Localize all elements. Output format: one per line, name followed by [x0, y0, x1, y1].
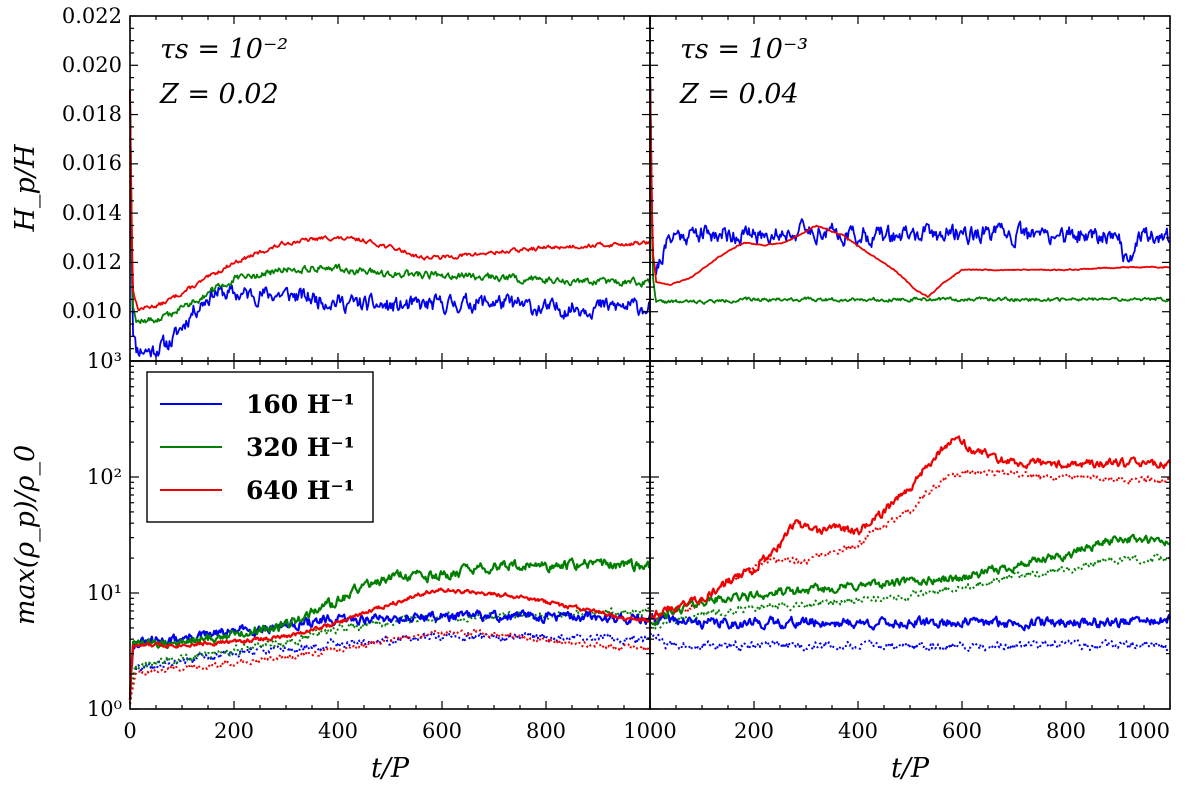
- xtick-label: 600: [942, 719, 982, 743]
- x-axis-label-right: t/P: [891, 753, 930, 784]
- ytick-top-label: 0.020: [62, 53, 122, 77]
- y-axis-label-bottom: max(ρ_p)/ρ_0: [10, 445, 41, 625]
- annotation-z-right: Z = 0.04: [679, 79, 799, 110]
- series-line-top-right: [649, 65, 1171, 276]
- xtick-label: 400: [838, 719, 878, 743]
- series-line-bottom-left: [128, 557, 652, 700]
- legend-label-160: 160 H⁻¹: [246, 390, 355, 419]
- series-line-bottom-right: [649, 612, 1172, 632]
- ytick-bottom-label: 10⁰: [87, 697, 122, 721]
- ytick-top-label: 0.012: [62, 250, 122, 274]
- x-axis-label-left: t/P: [371, 753, 410, 784]
- ytick-top-label: 0.014: [62, 201, 122, 225]
- ytick-top-label: 0.018: [62, 102, 122, 126]
- annotation-tau-right: τs = 10⁻³: [680, 34, 808, 65]
- ytick-bottom-label: 10²: [87, 465, 122, 489]
- y-axis-label-top: H_p/H: [10, 144, 41, 232]
- series-line-bottom-left: [129, 631, 651, 705]
- series-line-top-left: [129, 89, 651, 312]
- ytick-top-label: 10³: [87, 349, 122, 373]
- legend: 160 H⁻¹ 320 H⁻¹ 640 H⁻¹: [146, 371, 374, 523]
- xtick-label: 800: [526, 719, 566, 743]
- panel-frame-bottom-right: [649, 360, 1171, 710]
- xtick-label: 400: [318, 719, 358, 743]
- xtick-label: 200: [214, 719, 254, 743]
- xtick-label: 1000: [623, 719, 676, 743]
- xtick-label: 0: [123, 719, 136, 743]
- series-line-top-right: [649, 65, 1170, 305]
- series-line-bottom-left: [128, 587, 651, 700]
- series-line-bottom-right: [649, 533, 1171, 627]
- ytick-top-label: 0.022: [62, 4, 122, 28]
- annotation-z-left: Z = 0.02: [159, 79, 279, 110]
- series-line-bottom-left: [128, 609, 652, 700]
- series-line-top-left: [129, 89, 651, 324]
- legend-label-640: 640 H⁻¹: [246, 476, 355, 505]
- legend-label-320: 320 H⁻¹: [246, 433, 355, 462]
- ytick-top-label: 0.010: [62, 299, 122, 323]
- series-line-bottom-right: [649, 435, 1172, 620]
- xtick-label: 1000: [1117, 719, 1170, 743]
- series-line-bottom-right: [649, 631, 1170, 653]
- series-line-top-left: [129, 89, 651, 358]
- xtick-label: 200: [734, 719, 774, 743]
- series-line-bottom-right: [649, 468, 1171, 623]
- xtick-label: 600: [422, 719, 462, 743]
- series-line-bottom-right: [649, 553, 1171, 630]
- ytick-bottom-label: 10¹: [87, 581, 122, 605]
- series-line-top-right: [649, 65, 1171, 298]
- ytick-top-label: 0.016: [62, 151, 122, 175]
- annotation-tau-left: τs = 10⁻²: [160, 34, 288, 65]
- xtick-label: 800: [1046, 719, 1086, 743]
